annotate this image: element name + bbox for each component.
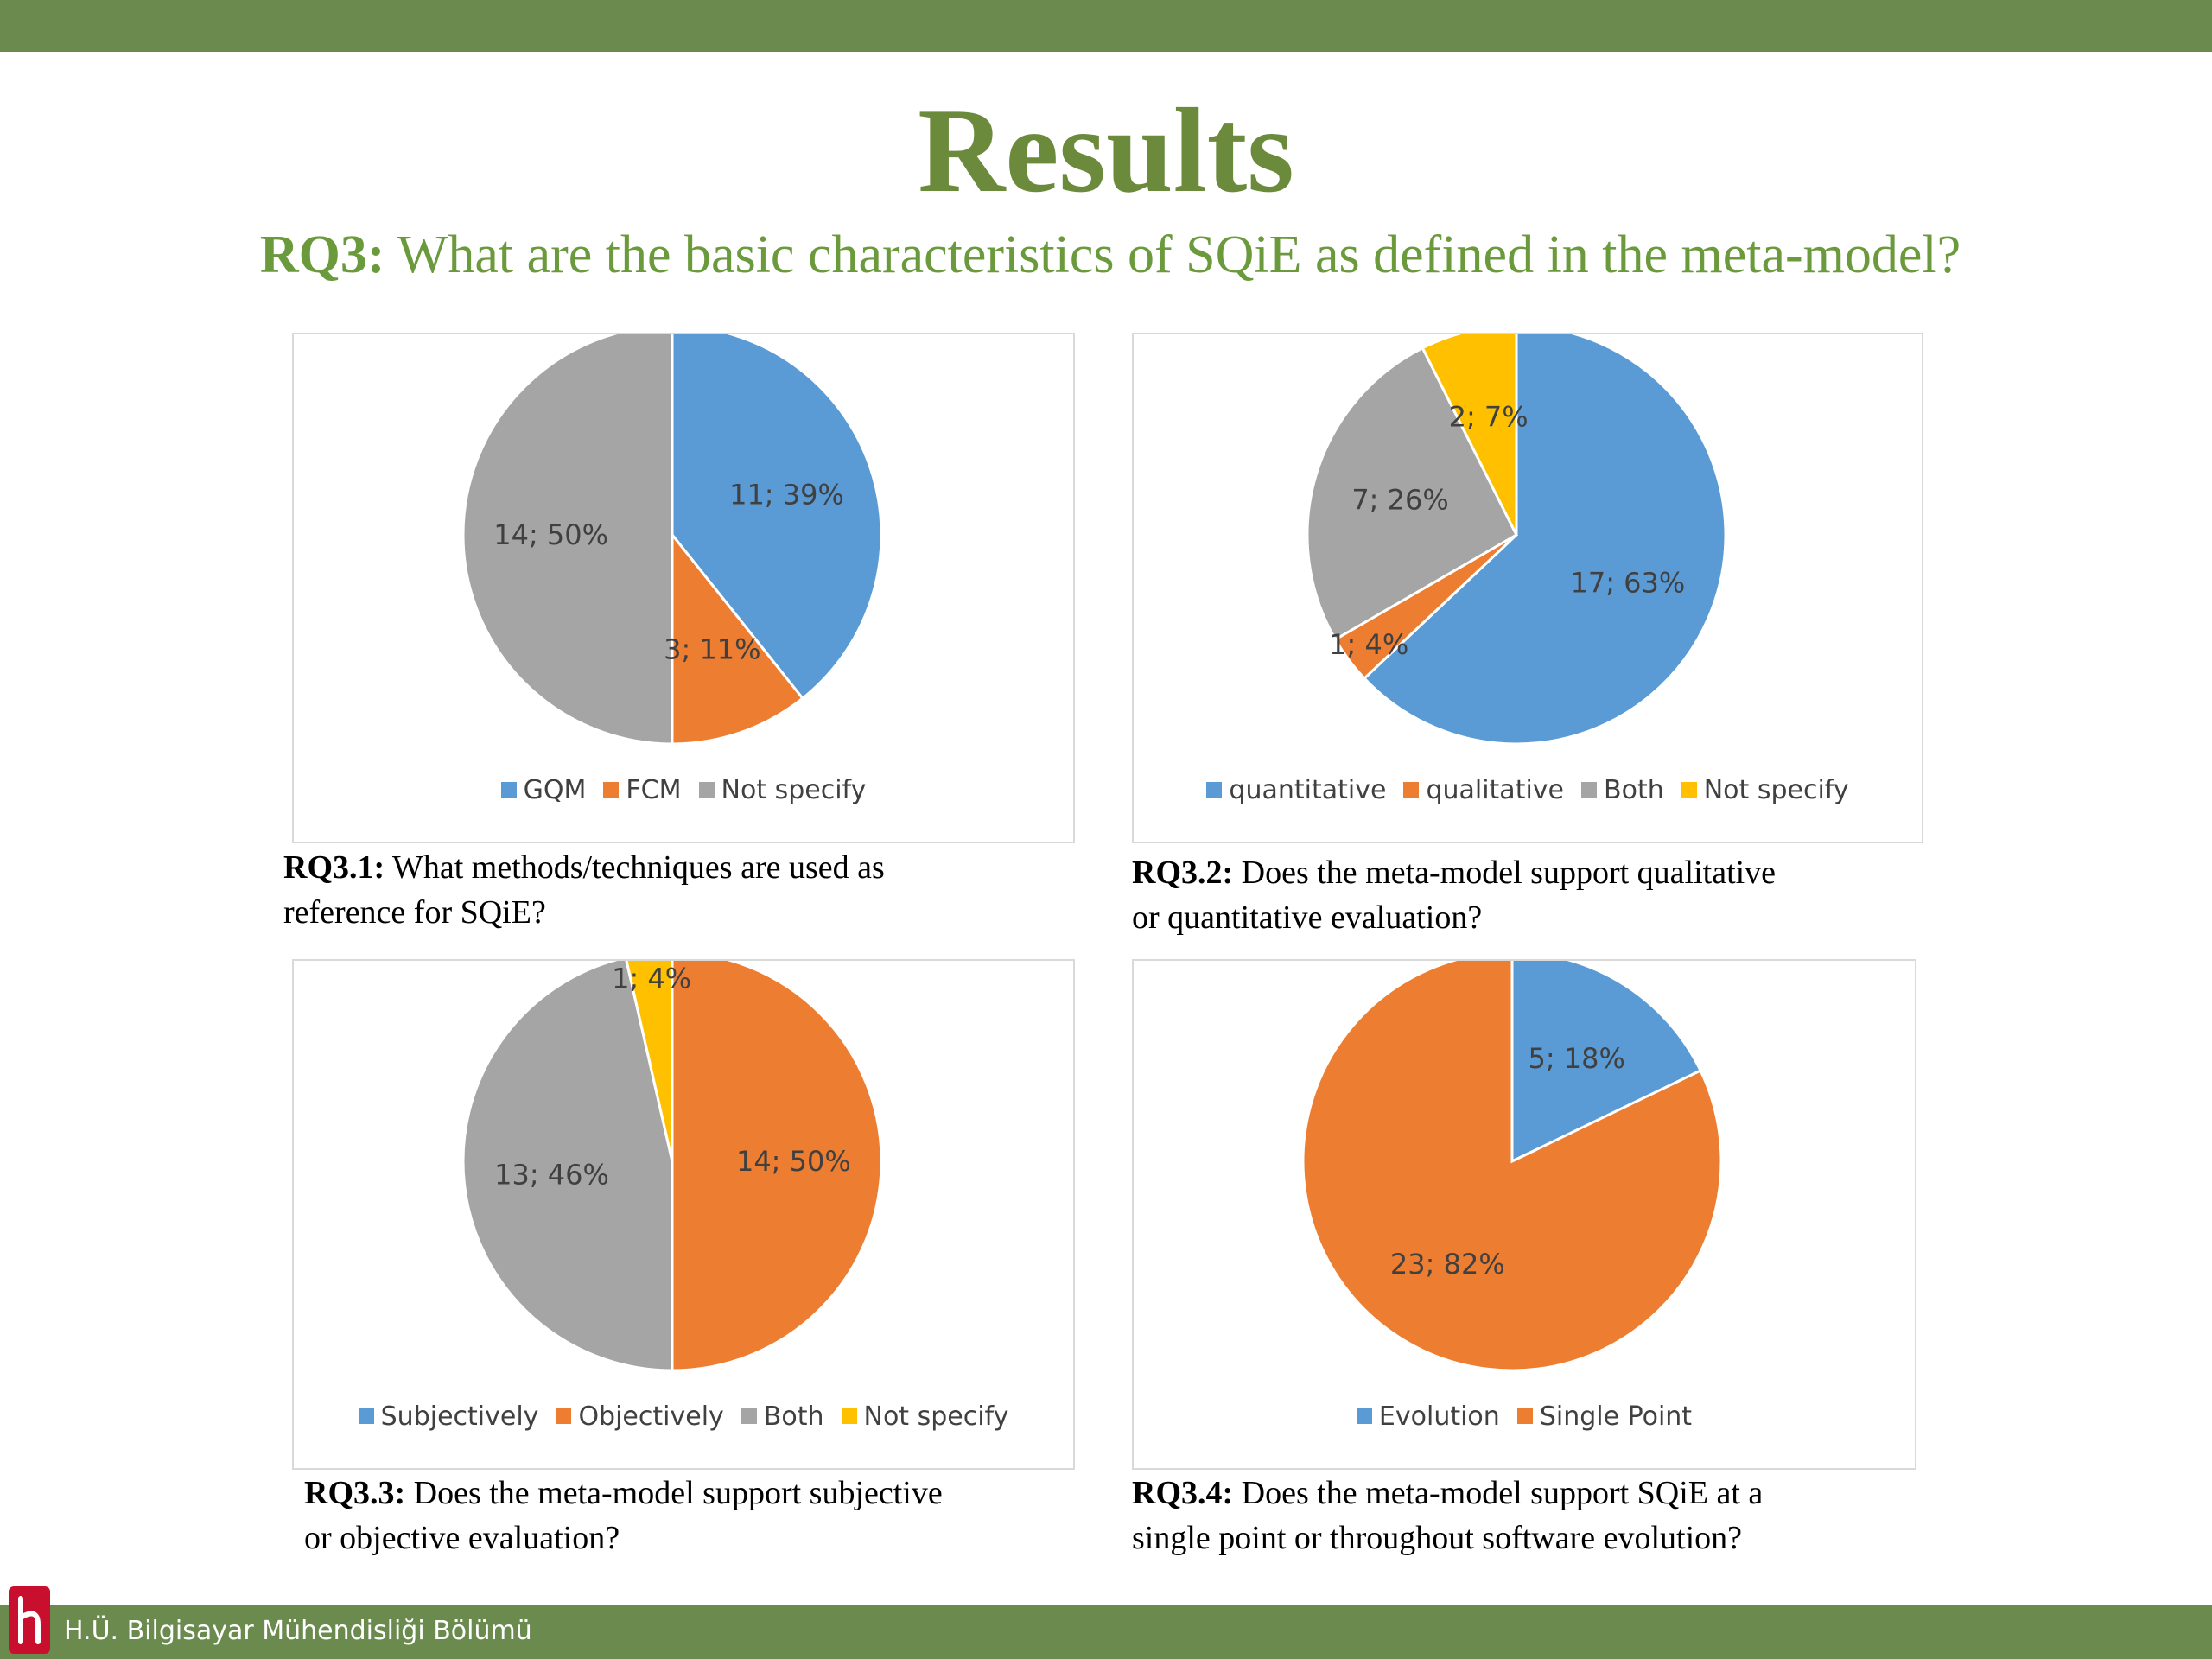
caption-rq3-1: RQ3.1: What methods/techniques are used …	[283, 845, 885, 935]
caption-bold: RQ3.3:	[304, 1475, 406, 1511]
legend-item: quantitative	[1206, 775, 1386, 805]
legend-label: Evolution	[1378, 1402, 1500, 1432]
legend-label: quantitative	[1229, 775, 1387, 805]
footer-text: H.Ü. Bilgisayar Mühendisliği Bölümü	[64, 1616, 532, 1646]
legend-swatch	[1403, 782, 1420, 798]
legend-item: Evolution	[1356, 1402, 1500, 1432]
pie-data-label: 23; 82%	[1390, 1248, 1505, 1281]
legend-item: Both	[741, 1402, 824, 1432]
legend-label: GQM	[523, 775, 587, 805]
chart-legend: Evolution Single Point	[1134, 1402, 1915, 1432]
pie-svg: 11; 39% 3; 11% 14; 50%	[461, 334, 883, 746]
pie-slice-fcm	[671, 531, 804, 746]
caption-rq3-2: RQ3.2: Does the meta-model support quali…	[1132, 850, 1776, 940]
legend-item: Not specify	[698, 775, 867, 805]
legend-swatch	[603, 782, 620, 798]
legend-item: Both	[1581, 775, 1664, 805]
slide-subtitle: RQ3: What are the basic characteristics …	[0, 223, 2212, 287]
pie-data-label: 5; 18%	[1528, 1042, 1624, 1075]
pie-slice-quantitative	[1362, 334, 1727, 746]
chart-legend: Subjectively Objectively Both Not specify	[294, 1402, 1073, 1432]
legend-swatch	[556, 1408, 572, 1424]
legend-item: Subjectively	[358, 1402, 539, 1432]
legend-label: Single Point	[1539, 1402, 1693, 1432]
caption-rq3-4: RQ3.4: Does the meta-model support SQiE …	[1132, 1471, 1763, 1560]
subtitle-prefix: RQ3:	[259, 226, 385, 284]
top-bar	[0, 0, 2212, 52]
caption-line1: Does the meta-model support subjective	[405, 1475, 943, 1511]
caption-line1: Does the meta-model support qualitative	[1233, 855, 1777, 891]
caption-line2: reference for SQiE?	[283, 894, 546, 931]
chart-legend: GQM FCM Not specify	[294, 775, 1073, 805]
legend-swatch	[698, 782, 715, 798]
pie-slice-both	[1306, 346, 1518, 642]
pie-svg: 5; 18% 23; 82%	[1301, 961, 1723, 1372]
pie-data-label: 2; 7%	[1449, 400, 1529, 433]
caption-bold: RQ3.1:	[283, 849, 385, 886]
pie-data-label: 13; 46%	[494, 1159, 609, 1192]
pie-data-label: 14; 50%	[493, 518, 608, 551]
university-logo-icon	[9, 1586, 50, 1654]
pie-slice-not-specify	[1421, 334, 1518, 536]
pie-slice-evolution	[1510, 961, 1703, 1164]
pie-slice-both	[461, 961, 674, 1372]
pie-svg: 17; 63% 1; 4% 7; 26% 2; 7%	[1306, 334, 1727, 746]
legend-swatch	[1356, 1408, 1372, 1424]
legend-label: FCM	[626, 775, 682, 805]
pie-slice-not-specify	[625, 961, 674, 1162]
legend-item: qualitative	[1403, 775, 1564, 805]
legend-label: Not specify	[863, 1402, 1009, 1432]
pie-slice-objectively	[671, 961, 883, 1372]
caption-line2: single point or throughout software evol…	[1132, 1520, 1743, 1556]
legend-label: Objectively	[578, 1402, 724, 1432]
legend-swatch	[1681, 782, 1697, 798]
legend-label: Not specify	[721, 775, 867, 805]
legend-swatch	[1516, 1408, 1533, 1424]
caption-line2: or objective evaluation?	[304, 1520, 620, 1556]
subtitle-text: What are the basic characteristics of SQ…	[385, 226, 1961, 284]
pie-chart-rq3-3: 14; 50% 13; 46% 1; 4% Subjectively Objectiv…	[292, 959, 1075, 1470]
pie-data-label: 17; 63%	[1570, 567, 1685, 600]
caption-rq3-3: RQ3.3: Does the meta-model support subje…	[304, 1471, 943, 1560]
caption-bold: RQ3.2:	[1132, 855, 1234, 891]
legend-item: Single Point	[1516, 1402, 1693, 1432]
legend-label: Not specify	[1703, 775, 1849, 805]
pie-slice-gqm	[671, 334, 883, 701]
slide-title: Results	[918, 84, 1294, 218]
pie-slice-not-specify	[461, 334, 674, 746]
legend-swatch	[500, 782, 517, 798]
legend-label: qualitative	[1426, 775, 1565, 805]
pie-chart-rq3-1: 11; 39% 3; 11% 14; 50% GQM FCM Not specify	[292, 333, 1075, 843]
pie-data-label: 7; 26%	[1351, 484, 1448, 517]
pie-data-label: 1; 4%	[1329, 628, 1408, 661]
legend-item: Not specify	[841, 1402, 1009, 1432]
legend-swatch	[1206, 782, 1223, 798]
chart-legend: quantitative qualitative Both Not specify	[1134, 775, 1922, 805]
pie-data-label: 1; 4%	[612, 962, 691, 995]
legend-item: Not specify	[1681, 775, 1849, 805]
pie-data-label: 11; 39%	[729, 479, 844, 512]
legend-swatch	[741, 1408, 757, 1424]
caption-line1: What methods/techniques are used as	[385, 849, 885, 886]
pie-svg: 14; 50% 13; 46% 1; 4%	[461, 961, 883, 1372]
legend-swatch	[1581, 782, 1598, 798]
caption-bold: RQ3.4:	[1132, 1475, 1234, 1511]
legend-swatch	[841, 1408, 857, 1424]
legend-swatch	[358, 1408, 374, 1424]
legend-item: GQM	[500, 775, 587, 805]
pie-chart-rq3-4: 5; 18% 23; 82% Evolution Single Point	[1132, 959, 1916, 1470]
pie-chart-rq3-2: 17; 63% 1; 4% 7; 26% 2; 7% quantitative qual…	[1132, 333, 1923, 843]
caption-line2: or quantitative evaluation?	[1132, 899, 1483, 936]
footer-bar	[0, 1605, 2212, 1659]
legend-label: Both	[763, 1402, 824, 1432]
pie-data-label: 14; 50%	[736, 1145, 851, 1178]
caption-line1: Does the meta-model support SQiE at a	[1233, 1475, 1764, 1511]
legend-label: Both	[1604, 775, 1664, 805]
legend-item: Objectively	[556, 1402, 724, 1432]
legend-item: FCM	[603, 775, 682, 805]
legend-label: Subjectively	[380, 1402, 539, 1432]
pie-slice-single-point	[1301, 961, 1723, 1372]
pie-data-label: 3; 11%	[664, 632, 760, 665]
